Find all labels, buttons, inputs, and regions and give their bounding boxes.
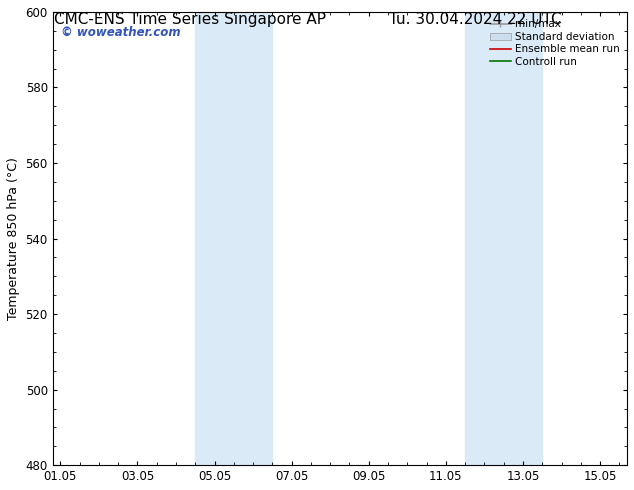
Bar [195,12,273,465]
Text: CMC-ENS Time Series Singapore AP: CMC-ENS Time Series Singapore AP [54,12,327,27]
Y-axis label: Temperature 850 hPa (°C): Temperature 850 hPa (°C) [7,157,20,320]
Legend: min/max, Standard deviation, Ensemble mean run, Controll run: min/max, Standard deviation, Ensemble me… [488,17,622,69]
Text: Tu. 30.04.2024 22 UTC: Tu. 30.04.2024 22 UTC [389,12,562,27]
Bar [465,12,542,465]
Text: © woweather.com: © woweather.com [61,25,181,39]
